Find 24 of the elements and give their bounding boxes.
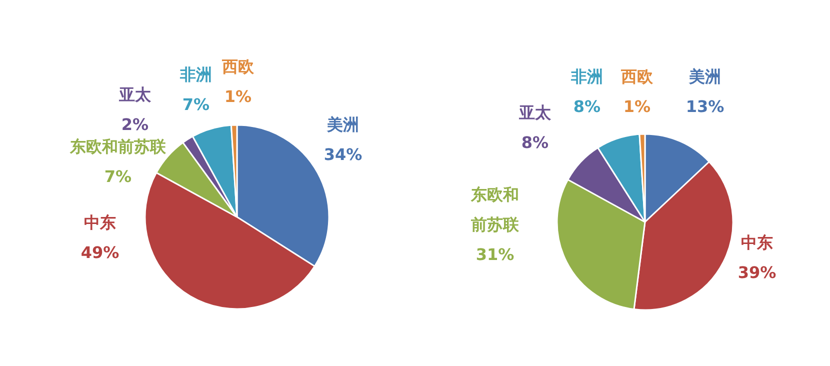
slice-label: 东欧和前苏联 <box>470 185 520 234</box>
slice-label: 亚太 <box>118 85 152 104</box>
data-label: 49% <box>80 243 120 262</box>
slice-label: 西欧 <box>620 67 654 86</box>
slice-label: 中东 <box>741 233 773 252</box>
data-label: 1% <box>224 87 252 106</box>
data-label: 31% <box>476 245 514 264</box>
data-label: 7% <box>104 167 132 186</box>
data-label: 2% <box>121 115 149 134</box>
slice-label: 美洲 <box>688 67 721 86</box>
slice-label: 西欧 <box>221 57 255 76</box>
data-label: 34% <box>324 145 362 164</box>
slice-label: 中东 <box>84 213 116 232</box>
data-label: 8% <box>521 133 549 152</box>
data-label: 7% <box>182 95 210 114</box>
slice-label: 美洲 <box>326 115 359 134</box>
slice-label: 非洲 <box>179 65 212 84</box>
slice-label: 非洲 <box>570 67 603 86</box>
data-label: 1% <box>623 97 651 116</box>
slice-label: 东欧和前苏联 <box>69 137 167 156</box>
data-label: 8% <box>573 97 601 116</box>
slice-label: 亚太 <box>518 103 552 122</box>
data-label: 13% <box>686 97 724 116</box>
data-label: 39% <box>738 263 776 282</box>
